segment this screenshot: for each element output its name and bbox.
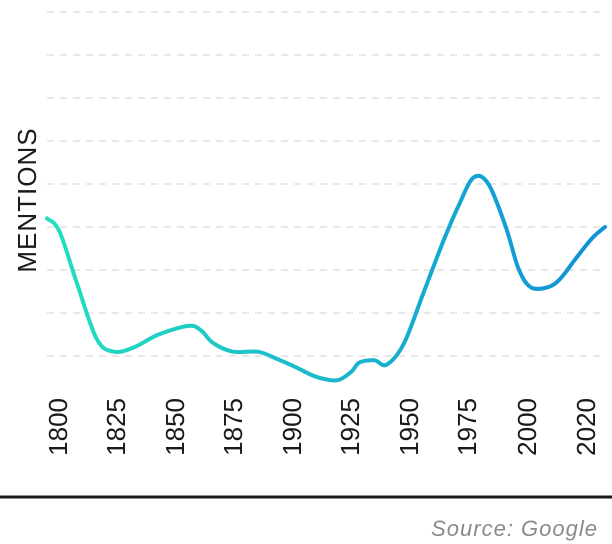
x-tick-label: 1925 [335, 398, 365, 456]
source-note: Source: Google [431, 516, 598, 541]
x-tick-label: 1900 [277, 398, 307, 456]
x-tick-label: 2000 [512, 398, 542, 456]
mentions-series-line [45, 173, 607, 383]
y-axis-label: MENTIONS [12, 127, 42, 272]
x-tick-label: 1850 [160, 398, 190, 456]
x-tick-label: 1800 [43, 398, 73, 456]
x-tick-label: 1950 [394, 398, 424, 456]
x-axis-ticks: 1800 1825 1850 1875 1900 1925 1950 1975 2000 2020 [43, 398, 601, 456]
x-tick-label: 1825 [101, 398, 131, 456]
x-tick-label: 1975 [452, 398, 482, 456]
gridlines [47, 11, 605, 357]
x-tick-label: 1875 [218, 398, 248, 456]
x-tick-label: 2020 [571, 398, 601, 456]
